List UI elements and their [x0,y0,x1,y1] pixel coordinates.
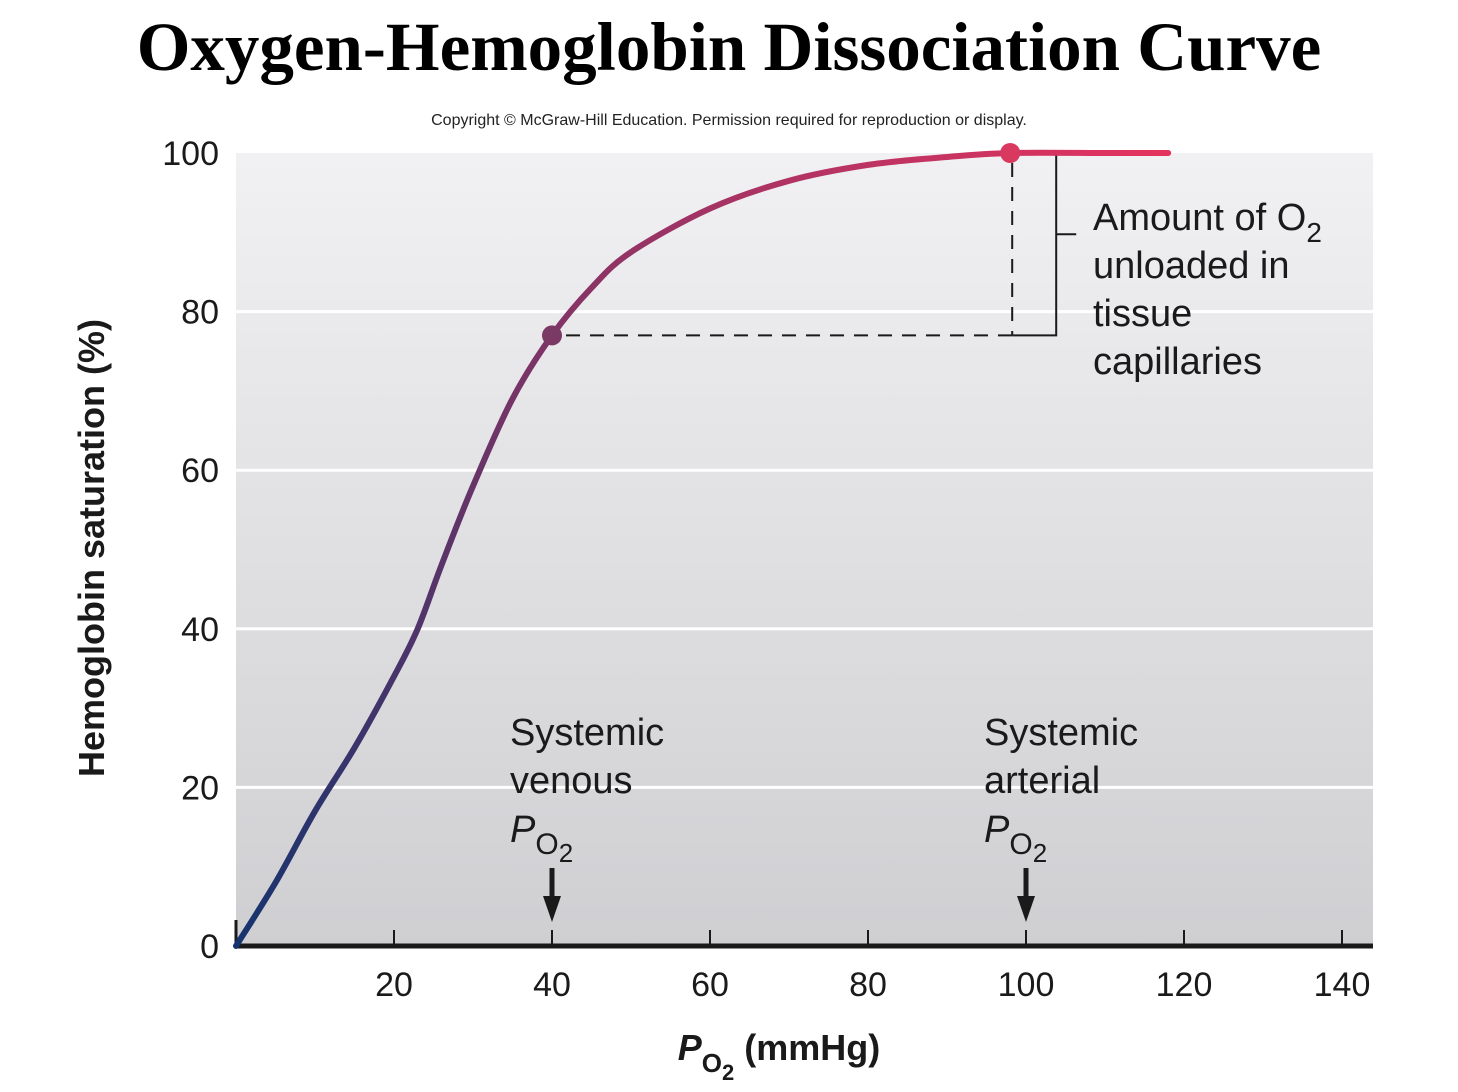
venous-arrow-head [543,896,561,922]
x-tick-label: 40 [533,966,571,1004]
chart-title: Oxygen-Hemoglobin Dissociation Curve [136,9,1322,85]
x-tick-label: 20 [375,966,413,1004]
y-tick-label: 20 [181,769,219,807]
unloaded-label-line: unloaded in [1093,245,1290,287]
data-point [1000,143,1021,163]
y-tick-label: 80 [181,294,219,332]
y-tick-label: 0 [200,928,219,966]
venous-label-line: Systemic [510,712,664,754]
y-tick-label: 100 [162,135,219,173]
x-axis-title: PO2 (mmHg) [678,1027,881,1085]
x-tick-label: 100 [998,966,1055,1004]
y-tick-label: 60 [181,452,219,490]
data-point [542,325,562,346]
unloaded-label-line: tissue [1093,293,1192,335]
x-tick-label: 140 [1314,966,1371,1004]
x-tick-label: 60 [691,966,729,1004]
arterial-label-line: Systemic [984,712,1138,754]
y-axis-title: Hemoglobin saturation (%) [71,319,112,777]
unloaded-label-line: capillaries [1093,341,1262,383]
x-tick-label: 80 [849,966,887,1004]
x-tick-label: 120 [1156,966,1213,1004]
copyright-notice: Copyright © McGraw-Hill Education. Permi… [431,112,1027,129]
arterial-label-line: arterial [984,760,1100,802]
plot-background [236,153,1373,946]
y-tick-label: 40 [181,611,219,649]
venous-label-line: venous [510,760,633,802]
arterial-arrow-head [1017,896,1035,922]
